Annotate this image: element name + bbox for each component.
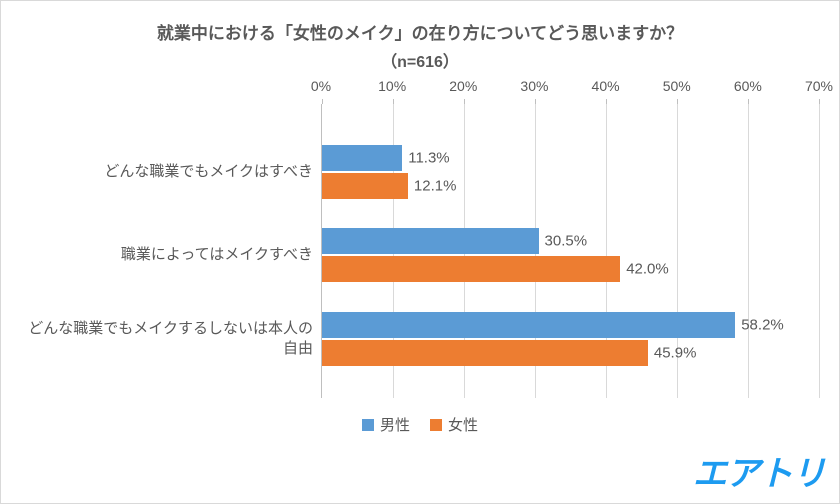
x-tick: 0% (311, 78, 331, 94)
x-tick: 20% (449, 78, 477, 94)
tick-mark (819, 99, 820, 104)
bar-value-label: 11.3% (408, 149, 449, 166)
legend-item: 男性 (362, 414, 410, 435)
y-label: 職業によってはメイクすべき (23, 245, 313, 265)
x-tick: 10% (378, 78, 406, 94)
tick-mark (535, 99, 536, 104)
y-label: どんな職業でもメイクするしないは本人の自由 (23, 319, 313, 360)
bar-value-label: 42.0% (626, 261, 669, 278)
legend-label: 男性 (380, 414, 410, 435)
bar-group: 11.3%12.1% (322, 145, 819, 199)
bar-value-label: 45.9% (654, 345, 697, 362)
bar: 42.0% (322, 256, 620, 282)
chart-container: 就業中における「女性のメイク」の在り方についてどう思いますか？ （n=616） … (0, 0, 840, 504)
x-tick: 60% (734, 78, 762, 94)
bar-group: 58.2%45.9% (322, 312, 819, 366)
chart-subtitle: （n=616） (21, 48, 819, 72)
legend: 男性 女性 (21, 414, 819, 435)
bar-value-label: 12.1% (414, 177, 457, 194)
x-tick: 70% (805, 78, 833, 94)
legend-swatch (362, 419, 374, 431)
tick-mark (677, 99, 678, 104)
tick-mark (606, 99, 607, 104)
bar: 45.9% (322, 340, 648, 366)
legend-item: 女性 (430, 414, 478, 435)
tick-mark (748, 99, 749, 104)
x-tick: 50% (663, 78, 691, 94)
x-tick: 30% (520, 78, 548, 94)
bar: 58.2% (322, 312, 735, 338)
bar: 30.5% (322, 228, 539, 254)
bar: 11.3% (322, 145, 402, 171)
tick-mark (464, 99, 465, 104)
x-tick: 40% (592, 78, 620, 94)
brand-logo: エアトリ (693, 446, 825, 495)
x-axis: 0%10%20%30%40%50%60%70% (321, 78, 819, 102)
legend-label: 女性 (448, 414, 478, 435)
legend-swatch (430, 419, 442, 431)
bar-group: 30.5%42.0% (322, 228, 819, 282)
tick-mark (322, 99, 323, 104)
y-label: どんな職業でもメイクはすべき (23, 161, 313, 181)
gridline (819, 104, 820, 398)
chart-title: 就業中における「女性のメイク」の在り方についてどう思いますか？ (21, 19, 819, 44)
grid: 11.3%12.1%30.5%42.0%58.2%45.9% (321, 104, 819, 398)
y-axis-labels: どんな職業でもメイクはすべき職業によってはメイクすべきどんな職業でもメイクするし… (21, 78, 321, 398)
bars-region: 0%10%20%30%40%50%60%70% 11.3%12.1%30.5%4… (321, 78, 819, 398)
bar-value-label: 30.5% (545, 233, 588, 250)
bar: 12.1% (322, 173, 408, 199)
tick-mark (393, 99, 394, 104)
plot-area: どんな職業でもメイクはすべき職業によってはメイクすべきどんな職業でもメイクするし… (21, 78, 819, 398)
bar-value-label: 58.2% (741, 317, 784, 334)
